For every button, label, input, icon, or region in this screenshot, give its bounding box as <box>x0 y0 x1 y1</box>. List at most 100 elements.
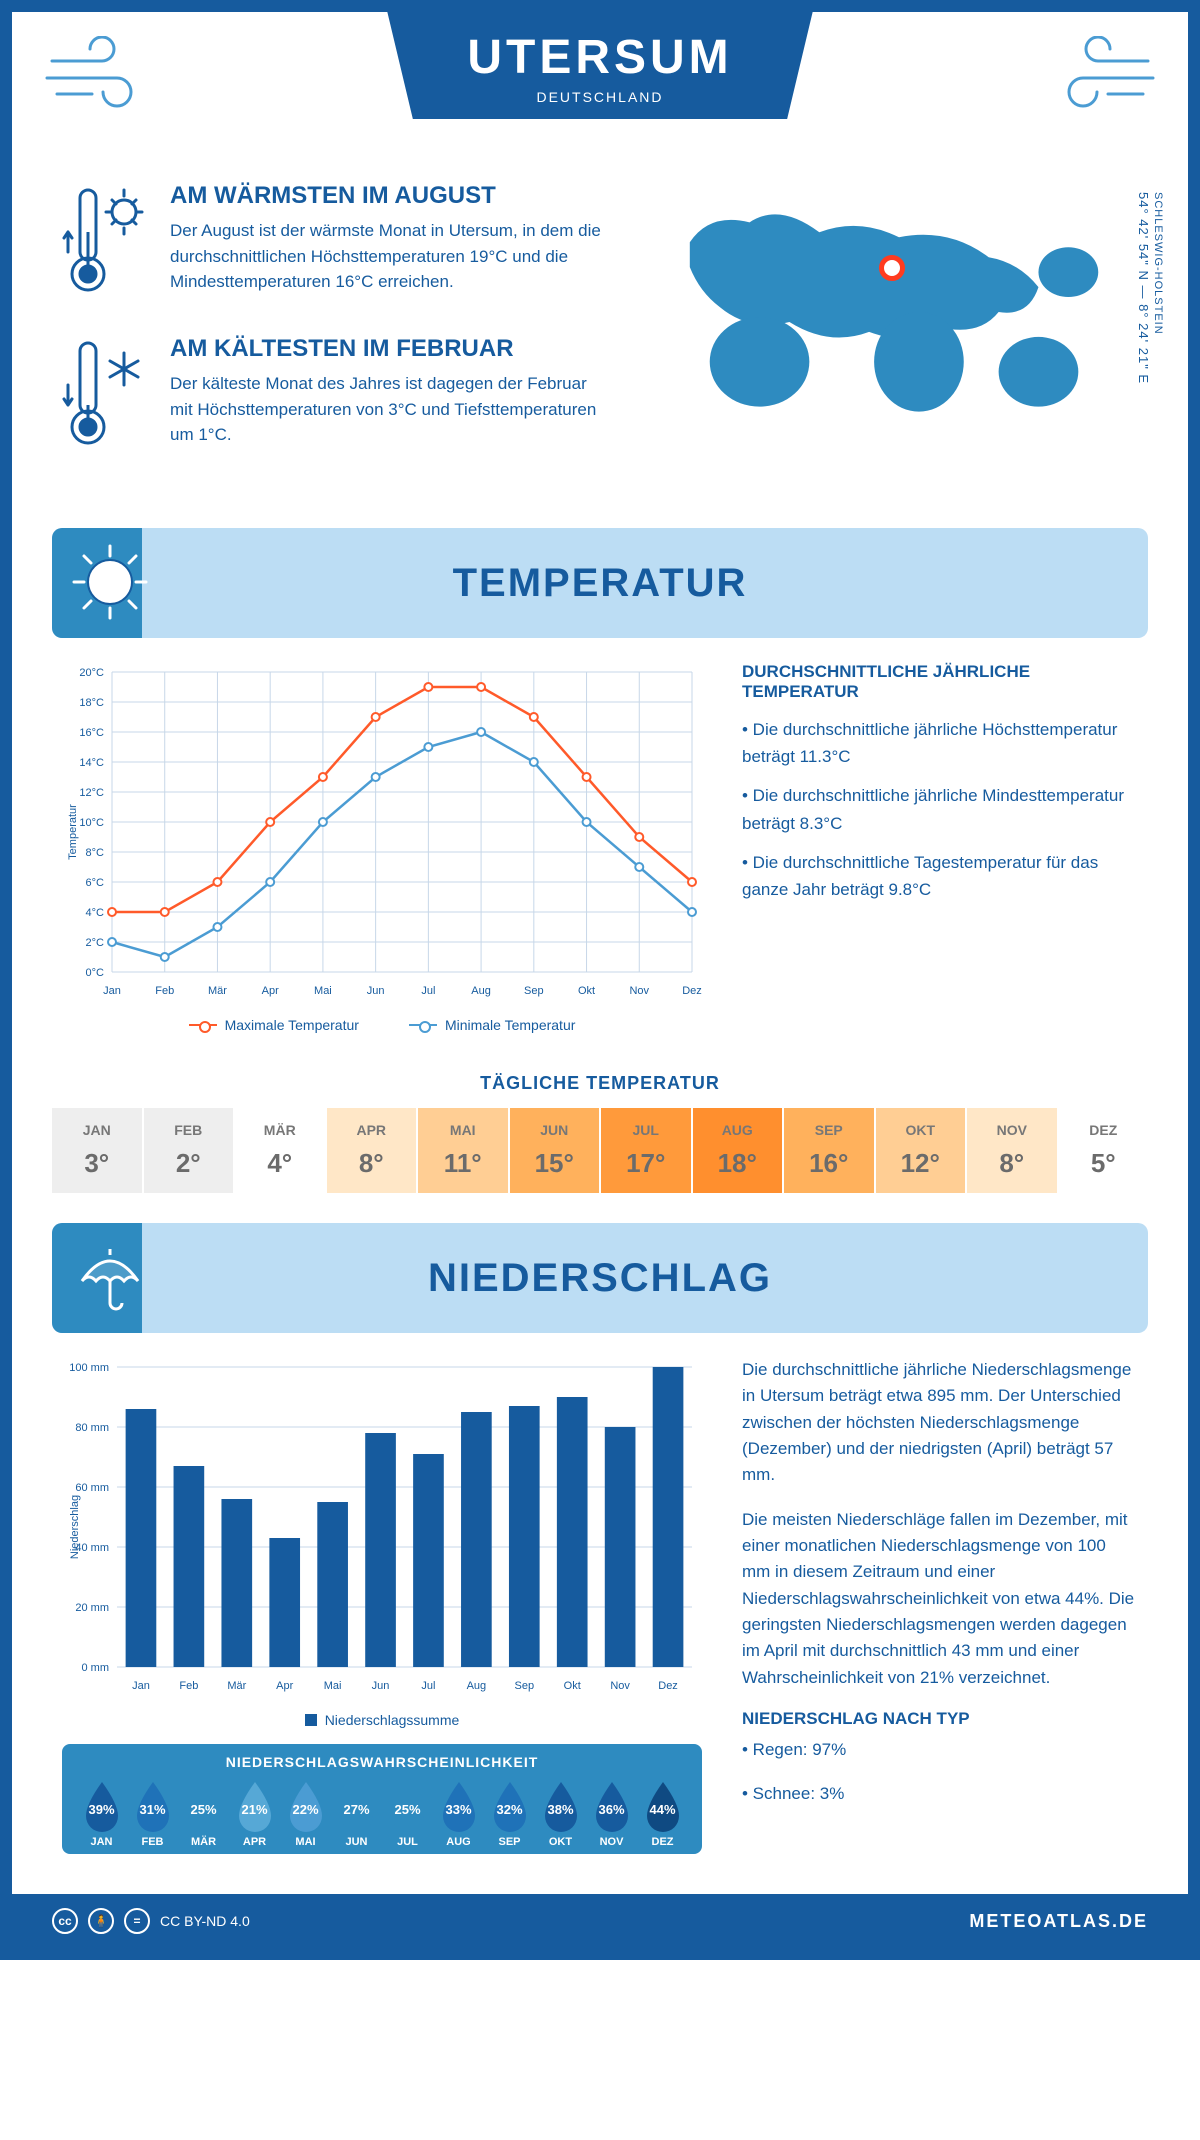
precip-info: Die durchschnittliche jährliche Niedersc… <box>742 1357 1138 1854</box>
wind-icon <box>1048 36 1158 121</box>
svg-text:Aug: Aug <box>471 985 491 997</box>
fact-warmest: AM WÄRMSTEN IM AUGUST Der August ist der… <box>62 182 610 307</box>
temp-line-chart: 0°C2°C4°C6°C8°C10°C12°C14°C16°C18°C20°CJ… <box>62 662 702 1002</box>
svg-text:Jun: Jun <box>372 1680 390 1692</box>
prob-drop: 27%JUN <box>331 1778 382 1848</box>
daily-cell: JAN3° <box>52 1108 144 1193</box>
svg-text:16°C: 16°C <box>79 727 104 739</box>
daily-cell: SEP16° <box>784 1108 876 1193</box>
svg-text:18°C: 18°C <box>79 697 104 709</box>
svg-text:2°C: 2°C <box>86 937 105 949</box>
prob-drop: 25%MÄR <box>178 1778 229 1848</box>
prob-drop: 38%OKT <box>535 1778 586 1848</box>
svg-text:Jul: Jul <box>421 1680 435 1692</box>
header: UTERSUM DEUTSCHLAND <box>12 12 1188 172</box>
svg-text:Jan: Jan <box>132 1680 150 1692</box>
daily-cell: APR8° <box>327 1108 419 1193</box>
prob-drop: 31%FEB <box>127 1778 178 1848</box>
svg-text:Niederschlag: Niederschlag <box>69 1495 81 1559</box>
prob-drop: 39%JAN <box>76 1778 127 1848</box>
license: cc 🧍 = CC BY-ND 4.0 <box>52 1908 250 1934</box>
prob-drop: 36%NOV <box>586 1778 637 1848</box>
svg-text:Okt: Okt <box>564 1680 581 1692</box>
world-map <box>640 182 1138 442</box>
country-name: DEUTSCHLAND <box>467 89 732 105</box>
svg-text:6°C: 6°C <box>86 877 105 889</box>
temp-legend: Maximale Temperatur Minimale Temperatur <box>62 1017 702 1033</box>
prob-drop: 22%MAI <box>280 1778 331 1848</box>
svg-text:20 mm: 20 mm <box>75 1602 109 1614</box>
probability-drops: 39%JAN31%FEB25%MÄR21%APR22%MAI27%JUN25%J… <box>76 1778 688 1848</box>
svg-text:0 mm: 0 mm <box>82 1662 110 1674</box>
precip-bar-chart: 0 mm20 mm40 mm60 mm80 mm100 mmJanFebMärA… <box>62 1357 702 1697</box>
svg-text:Feb: Feb <box>179 1680 198 1692</box>
wind-icon <box>42 36 152 121</box>
site-name: METEOATLAS.DE <box>969 1911 1148 1932</box>
daily-cell: OKT12° <box>876 1108 968 1193</box>
precipitation-body: 0 mm20 mm40 mm60 mm80 mm100 mmJanFebMärA… <box>12 1357 1188 1874</box>
svg-text:Jan: Jan <box>103 985 121 997</box>
map-column: SCHLESWIG-HOLSTEIN 54° 42' 54" N — 8° 24… <box>640 182 1138 488</box>
footer: cc 🧍 = CC BY-ND 4.0 METEOATLAS.DE <box>12 1894 1188 1948</box>
sun-icon <box>70 542 150 627</box>
svg-text:Dez: Dez <box>682 985 702 997</box>
daily-temp-grid: JAN3°FEB2°MÄR4°APR8°MAI11°JUN15°JUL17°AU… <box>52 1108 1148 1193</box>
svg-text:Jul: Jul <box>421 985 435 997</box>
prob-drop: 33%AUG <box>433 1778 484 1848</box>
svg-text:60 mm: 60 mm <box>75 1482 109 1494</box>
svg-text:Mai: Mai <box>324 1680 342 1692</box>
section-title: NIEDERSCHLAG <box>52 1256 1148 1301</box>
svg-text:4°C: 4°C <box>86 907 105 919</box>
city-name: UTERSUM <box>467 30 732 85</box>
svg-text:Nov: Nov <box>610 1680 630 1692</box>
temperature-body: 0°C2°C4°C6°C8°C10°C12°C14°C16°C18°C20°CJ… <box>12 662 1188 1053</box>
precip-chart-col: 0 mm20 mm40 mm60 mm80 mm100 mmJanFebMärA… <box>62 1357 702 1854</box>
fact-title: AM WÄRMSTEN IM AUGUST <box>170 182 610 210</box>
section-title: TEMPERATUR <box>52 561 1148 606</box>
daily-cell: NOV8° <box>967 1108 1059 1193</box>
fact-title: AM KÄLTESTEN IM FEBRUAR <box>170 335 610 363</box>
daily-cell: FEB2° <box>144 1108 236 1193</box>
fact-text: Der kälteste Monat des Jahres ist dagege… <box>170 371 610 448</box>
svg-text:Sep: Sep <box>524 985 544 997</box>
svg-text:0°C: 0°C <box>86 967 105 979</box>
infographic-frame: UTERSUM DEUTSCHLAND AM WÄRMSTEN IM AUGUS… <box>0 0 1200 1960</box>
cc-icon: cc <box>52 1908 78 1934</box>
intro-section: AM WÄRMSTEN IM AUGUST Der August ist der… <box>12 172 1188 518</box>
daily-cell: DEZ5° <box>1059 1108 1149 1193</box>
daily-cell: MAI11° <box>418 1108 510 1193</box>
svg-text:8°C: 8°C <box>86 847 105 859</box>
daily-cell: AUG18° <box>693 1108 785 1193</box>
precip-probability: NIEDERSCHLAGSWAHRSCHEINLICHKEIT 39%JAN31… <box>62 1744 702 1854</box>
svg-text:80 mm: 80 mm <box>75 1422 109 1434</box>
fact-coldest: AM KÄLTESTEN IM FEBRUAR Der kälteste Mon… <box>62 335 610 460</box>
title-banner: UTERSUM DEUTSCHLAND <box>387 12 812 119</box>
svg-text:Mai: Mai <box>314 985 332 997</box>
info-title: DURCHSCHNITTLICHE JÄHRLICHE TEMPERATUR <box>742 662 1138 702</box>
svg-text:Aug: Aug <box>467 1680 487 1692</box>
prob-drop: 32%SEP <box>484 1778 535 1848</box>
fact-text: Der August ist der wärmste Monat in Uter… <box>170 218 610 295</box>
svg-text:Feb: Feb <box>155 985 174 997</box>
prob-drop: 21%APR <box>229 1778 280 1848</box>
daily-cell: JUN15° <box>510 1108 602 1193</box>
svg-text:14°C: 14°C <box>79 757 104 769</box>
svg-text:100 mm: 100 mm <box>69 1362 109 1374</box>
prob-drop: 44%DEZ <box>637 1778 688 1848</box>
svg-text:Temperatur: Temperatur <box>67 804 79 860</box>
svg-text:10°C: 10°C <box>79 817 104 829</box>
svg-text:Sep: Sep <box>515 1680 535 1692</box>
thermometer-sun-icon <box>62 182 152 307</box>
daily-cell: MÄR4° <box>235 1108 327 1193</box>
thermometer-snow-icon <box>62 335 152 460</box>
svg-text:Jun: Jun <box>367 985 385 997</box>
svg-text:Mär: Mär <box>227 1680 246 1692</box>
facts-column: AM WÄRMSTEN IM AUGUST Der August ist der… <box>62 182 610 488</box>
svg-text:Mär: Mär <box>208 985 227 997</box>
daily-temp-title: TÄGLICHE TEMPERATUR <box>12 1073 1188 1094</box>
location-marker <box>879 255 905 281</box>
svg-text:Okt: Okt <box>578 985 595 997</box>
temp-chart: 0°C2°C4°C6°C8°C10°C12°C14°C16°C18°C20°CJ… <box>62 662 702 1033</box>
svg-text:Nov: Nov <box>629 985 649 997</box>
svg-text:20°C: 20°C <box>79 667 104 679</box>
